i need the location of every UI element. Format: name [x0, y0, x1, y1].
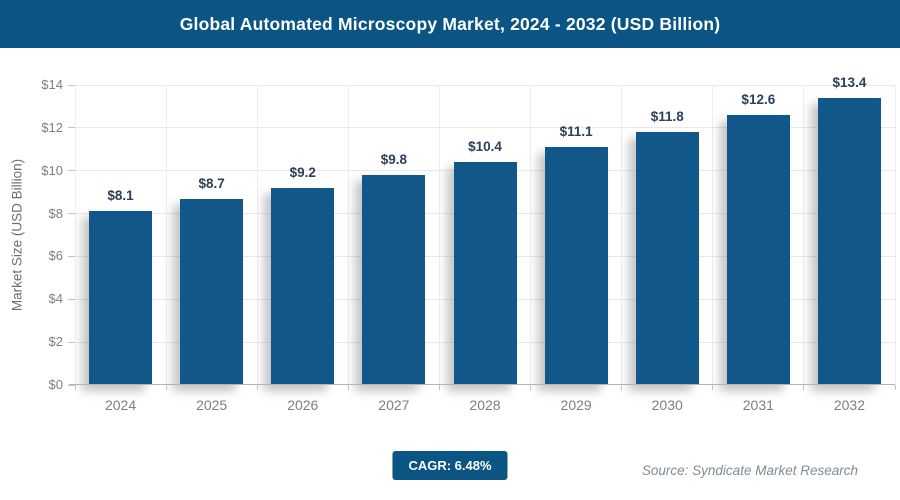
x-tick-label: 2025 [196, 397, 228, 413]
title-bar: Global Automated Microscopy Market, 2024… [0, 0, 900, 48]
x-axis-tick [894, 385, 896, 390]
bar-value-label: $8.7 [198, 175, 225, 191]
x-axis-tick [165, 385, 167, 390]
y-axis-tick [68, 255, 75, 257]
cagr-badge: CAGR: 6.48% [392, 451, 508, 480]
x-axis-tick [712, 385, 714, 390]
bar-value-label: $11.8 [650, 109, 684, 125]
bar-2027 [362, 175, 426, 385]
x-axis-tick [803, 385, 805, 390]
gridline-vertical [712, 85, 714, 385]
x-tick-label: 2029 [560, 397, 592, 413]
bar-value-label: $13.4 [832, 74, 867, 90]
y-tick-label: $8 [48, 205, 63, 221]
y-tick-label: $2 [48, 334, 63, 350]
gridline-horizontal [75, 84, 895, 86]
source-text: Source: Syndicate Market Research [641, 463, 858, 478]
x-axis-tick [530, 385, 532, 390]
bar-2026 [271, 187, 335, 385]
footer: CAGR: 6.48% Source: Syndicate Market Res… [0, 445, 900, 500]
gridline-vertical [256, 85, 258, 385]
x-axis-tick [74, 385, 76, 390]
x-tick-label: 2026 [287, 397, 319, 413]
y-axis-tick [68, 170, 75, 172]
bar-value-label: $9.8 [380, 152, 408, 167]
bar-2024 [89, 211, 153, 385]
y-axis-tick [68, 341, 75, 343]
gridline-vertical [803, 85, 805, 385]
x-tick-label: 2032 [833, 397, 866, 413]
chart-area: Market Size (USD Billion) $0 $2 $4 $6 $8 $10 $… [0, 48, 900, 445]
x-tick-label: 2031 [742, 397, 774, 413]
gridline-horizontal [75, 127, 895, 129]
y-tick-label: $0 [48, 377, 63, 392]
y-axis-tick [68, 127, 75, 129]
y-tick-label: $4 [48, 291, 63, 307]
gridline-vertical [530, 85, 532, 385]
y-axis-tick [68, 84, 75, 86]
y-tick-label: $6 [48, 248, 63, 264]
bar-value-label: $8.1 [107, 188, 134, 204]
gridline-vertical [621, 85, 623, 385]
x-axis-tick [256, 385, 258, 390]
y-tick-label: $10 [41, 162, 63, 178]
y-axis-tick [68, 213, 75, 215]
bar-value-label: $12.6 [741, 92, 776, 107]
gridline-vertical [165, 85, 167, 385]
x-axis-line [69, 384, 895, 385]
x-tick-label: 2024 [104, 397, 137, 413]
bar-value-label: $11.1 [559, 124, 593, 140]
plot-area: $0 $2 $4 $6 $8 $10 $12 $14 $8.1 2024 $8.7 2025 $9.2 2… [41, 75, 896, 413]
gridline-vertical [894, 85, 896, 385]
gridline-vertical [347, 85, 349, 385]
y-axis-tick [68, 384, 75, 386]
gridline-vertical [438, 85, 440, 385]
bar-2025 [180, 198, 244, 385]
y-axis-title: Market Size (USD Billion) [9, 158, 25, 312]
bar-2032 [817, 97, 881, 385]
x-axis-tick [621, 385, 623, 390]
bar-2030 [635, 132, 699, 385]
chart-title: Global Automated Microscopy Market, 2024… [179, 13, 721, 34]
x-tick-label: 2027 [378, 397, 410, 413]
x-axis-tick [347, 385, 349, 390]
x-tick-label: 2028 [469, 397, 501, 413]
bar-2031 [726, 115, 790, 385]
bar-value-label: $10.4 [468, 139, 502, 155]
gridline-vertical [74, 85, 76, 385]
y-tick-label: $14 [41, 77, 63, 92]
x-tick-label: 2030 [651, 397, 683, 413]
bar-2029 [544, 147, 608, 385]
bar-value-label: $9.2 [289, 164, 316, 180]
y-axis-tick [68, 298, 75, 300]
x-axis-tick [438, 385, 440, 390]
bar-2028 [453, 162, 517, 385]
y-tick-label: $12 [41, 119, 63, 135]
